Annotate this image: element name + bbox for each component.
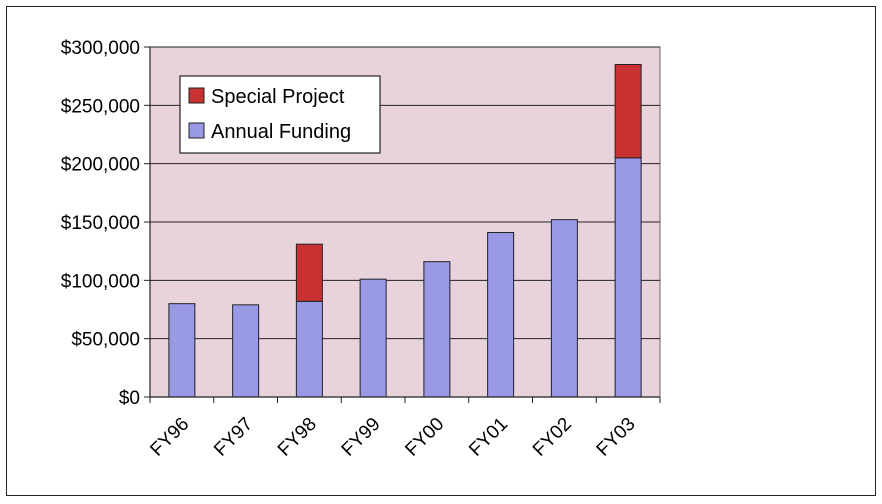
bar-annual-funding-fy98 [295, 300, 323, 398]
y-tick-label: $200,000 [61, 155, 140, 176]
bar-annual-funding-fy99 [359, 278, 387, 398]
bars [168, 64, 642, 398]
y-tick-label: $150,000 [61, 213, 140, 234]
legend-label-special-project: Special Project [211, 86, 345, 108]
y-tick-label: $0 [119, 388, 140, 409]
legend-swatch-annual-funding [188, 122, 205, 139]
y-tick-label: $250,000 [61, 96, 140, 117]
y-tick-label: $100,000 [61, 271, 140, 292]
legend-swatch-special-project [188, 87, 205, 104]
y-tick-label: $300,000 [61, 38, 140, 59]
x-tick-label: FY03 [593, 414, 640, 461]
x-tick-label: FY99 [338, 414, 385, 461]
bar-annual-funding-fy03 [614, 157, 642, 398]
x-tick-label: FY02 [529, 414, 576, 461]
legend: Special Project Annual Funding [179, 75, 381, 154]
x-axis: FY96 FY97 FY98 FY99 FY00 FY01 FY02 FY03 [146, 396, 661, 461]
x-tick-label: FY00 [401, 414, 448, 461]
y-tick-label: $50,000 [71, 330, 140, 351]
x-tick-label: FY01 [465, 414, 512, 461]
bar-annual-funding-fy01 [487, 232, 515, 398]
y-axis: $0 $50,000 $100,000 $150,000 $200,000 $250,00… [61, 38, 151, 409]
bar-annual-funding-fy00 [423, 261, 451, 398]
bar-annual-funding-fy02 [550, 219, 578, 398]
bar-special-project-fy98 [295, 243, 323, 302]
bar-special-project-fy03 [614, 64, 642, 159]
legend-label-annual-funding: Annual Funding [211, 121, 351, 143]
bar-annual-funding-fy96 [168, 303, 196, 398]
x-tick-label: FY97 [210, 414, 257, 461]
legend-box [179, 75, 381, 154]
x-tick-label: FY96 [146, 414, 193, 461]
x-tick-label: FY98 [274, 414, 321, 461]
bar-annual-funding-fy97 [232, 304, 260, 398]
